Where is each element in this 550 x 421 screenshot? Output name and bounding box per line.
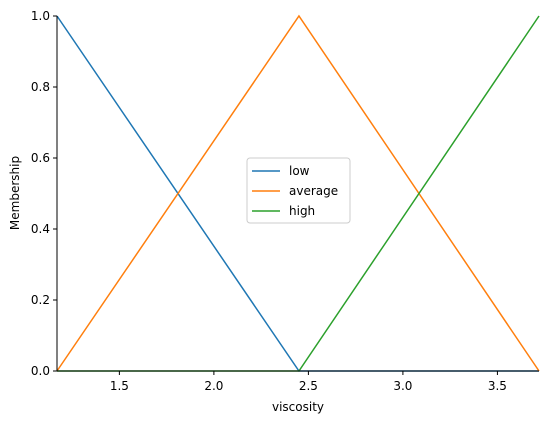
legend-items: low average high [252,164,338,218]
legend-label-low: low [289,164,310,178]
legend-label-average: average [289,184,338,198]
legend-frame [246,157,351,224]
x-tick-label: 1.5 [110,379,129,393]
y-tick-label: 0.0 [31,364,50,378]
x-tick-label: 3.5 [488,379,507,393]
x-tick-label: 2.0 [204,379,223,393]
y-tick-label: 0.8 [31,80,50,94]
y-axis-label: Membership [8,156,22,230]
y-tick-label: 0.4 [31,222,50,236]
x-axis-label: viscosity [272,400,324,414]
y-tick-label: 0.2 [31,293,50,307]
y-tick-label: 1.0 [31,9,50,23]
y-tick-label: 0.6 [31,151,50,165]
axes-layer [56,16,539,372]
legend-label-high: high [289,204,315,218]
x-tick-label: 3.0 [393,379,412,393]
x-tick-label: 2.5 [299,379,318,393]
legend: low average high [246,157,351,224]
ticks-layer: 1.5 2.0 2.5 3.0 3.5 0.0 0.2 0.4 0.6 0.8 1.0 [31,9,507,393]
series-line-average [56,14,540,372]
